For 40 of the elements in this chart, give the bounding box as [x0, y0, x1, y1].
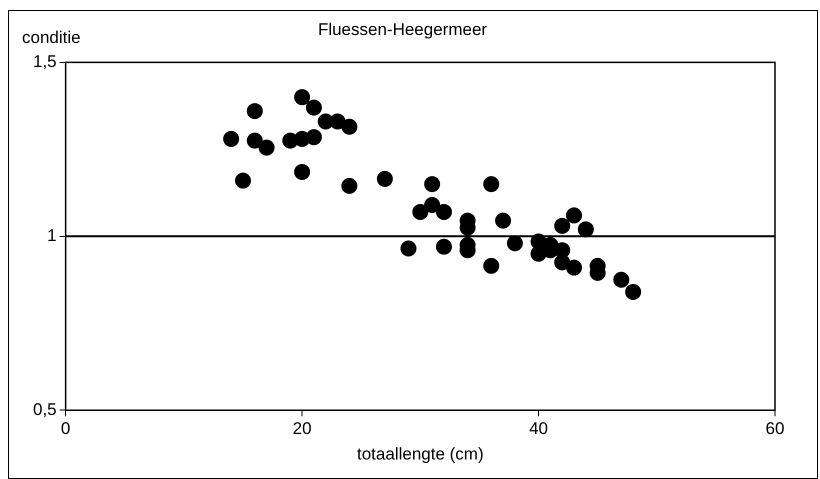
point: [412, 204, 428, 220]
x-tick-label: 40: [529, 419, 548, 438]
point: [436, 204, 452, 220]
point: [613, 272, 630, 288]
point: [223, 130, 240, 147]
point: [554, 254, 570, 270]
y-tick-label: 0,5: [32, 400, 57, 419]
point: [294, 89, 310, 106]
x-tick-label: 60: [766, 419, 784, 438]
chart-title: Fluessen-Heegermeer: [318, 20, 488, 39]
point: [424, 176, 440, 192]
point: [625, 284, 642, 300]
point: [424, 197, 440, 213]
point: [566, 260, 582, 276]
point: [566, 207, 582, 224]
x-axis-title: totaallengte (cm): [357, 444, 484, 464]
point: [306, 129, 322, 146]
point: [330, 114, 346, 130]
point: [400, 240, 416, 256]
point: [246, 103, 263, 120]
point: [483, 258, 500, 274]
y-tick-label: 1: [47, 226, 57, 245]
point: [258, 140, 275, 156]
x-tick-label: 20: [292, 419, 312, 438]
y-axis-title: conditie: [22, 28, 81, 48]
y-tick-label: 1,5: [32, 52, 57, 72]
point: [578, 221, 594, 238]
point: [483, 176, 500, 192]
point: [341, 118, 358, 135]
point: [234, 172, 251, 189]
point: [436, 238, 452, 255]
point: [495, 212, 512, 229]
point: [506, 235, 523, 252]
point: [554, 218, 570, 234]
x-tick-label: 0: [60, 419, 70, 438]
point: [376, 170, 393, 187]
point: [306, 100, 322, 116]
point: [246, 132, 263, 149]
point: [294, 164, 310, 180]
point: [341, 178, 358, 194]
